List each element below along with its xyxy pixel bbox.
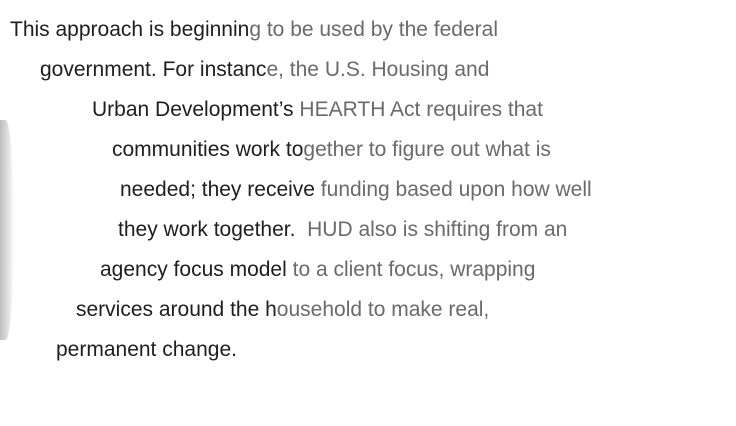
decorative-curve <box>0 120 14 340</box>
text-line: agency focus model to a client focus, wr… <box>100 257 535 283</box>
text-line: services around the household to make re… <box>76 297 489 323</box>
text-line: they work together. HUD also is shifting… <box>118 217 567 243</box>
light-text: HEARTH Act requires that <box>293 98 543 121</box>
dark-text: agency focus model <box>100 258 287 281</box>
light-text: e, the U.S. Housing and <box>266 58 490 81</box>
dark-text: permanent change. <box>56 338 237 361</box>
dark-text: services around the h <box>76 298 277 321</box>
dark-text: Urban Development’s <box>92 98 294 121</box>
dark-text: they work together. <box>118 218 296 241</box>
light-text: funding based upon how well <box>314 178 592 201</box>
text-line: This approach is beginning to be used by… <box>10 17 498 43</box>
light-text: HUD also is shifting from an <box>295 218 568 241</box>
light-text: gether to figure out what is <box>303 138 551 161</box>
text-line: needed; they receive funding based upon … <box>120 177 592 203</box>
light-text: ousehold to make real, <box>276 298 490 321</box>
dark-text: This approach is beginnin <box>10 18 250 41</box>
dark-text: communities work to <box>112 138 304 161</box>
text-line: government. For instance, the U.S. Housi… <box>40 57 489 83</box>
text-line: communities work together to figure out … <box>112 137 551 163</box>
dark-text: government. For instanc <box>40 58 267 81</box>
light-text: g to be used by the federal <box>249 18 499 41</box>
dark-text: needed; they receive <box>120 178 315 201</box>
text-line: permanent change. <box>56 337 237 363</box>
text-line: Urban Development’s HEARTH Act requires … <box>92 97 543 123</box>
light-text: to a client focus, wrapping <box>286 258 536 281</box>
